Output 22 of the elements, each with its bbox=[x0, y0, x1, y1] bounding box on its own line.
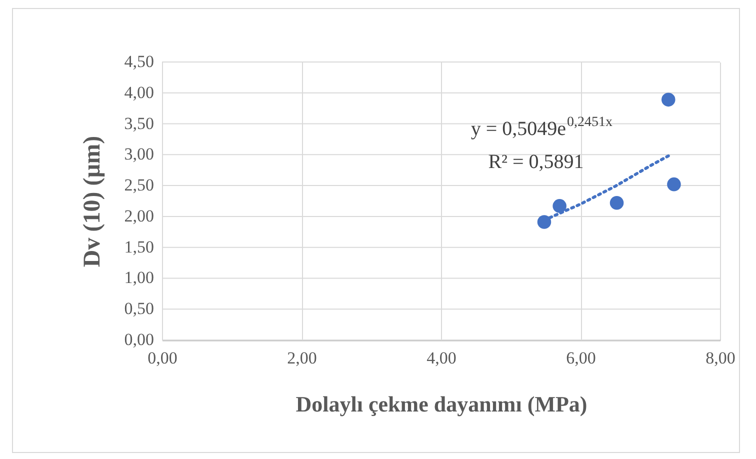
x-tick-label: 4,00 bbox=[426, 348, 456, 368]
x-tick-label: 2,00 bbox=[287, 348, 317, 368]
y-tick-label: 2,00 bbox=[124, 206, 154, 226]
y-tick-label: 4,00 bbox=[124, 82, 154, 102]
y-tick-label: 1,50 bbox=[124, 237, 154, 256]
y-tick-label: 3,50 bbox=[124, 114, 154, 133]
y-tick-label: 0,50 bbox=[124, 299, 154, 318]
point bbox=[661, 92, 676, 107]
y-tick-label: 3,00 bbox=[124, 144, 154, 164]
point bbox=[552, 199, 566, 213]
y-tick-label: 2,50 bbox=[124, 176, 154, 195]
x-tick-label: 0,00 bbox=[148, 348, 178, 368]
x-tick-label: 8,00 bbox=[706, 348, 736, 368]
point bbox=[610, 196, 624, 210]
y-tick-label: 4,50 bbox=[124, 52, 154, 71]
y-axis-title: Dv (10) (µm) bbox=[80, 136, 106, 268]
x-tick-label: 6,00 bbox=[566, 348, 596, 368]
y-tick-label: 0,00 bbox=[124, 330, 154, 349]
annotation: R² = 0,5891 bbox=[488, 151, 584, 173]
x-axis-title: Dolaylı çekme dayanımı (MPa) bbox=[296, 392, 588, 416]
y-tick-label: 1,00 bbox=[124, 268, 154, 288]
point bbox=[667, 177, 681, 192]
